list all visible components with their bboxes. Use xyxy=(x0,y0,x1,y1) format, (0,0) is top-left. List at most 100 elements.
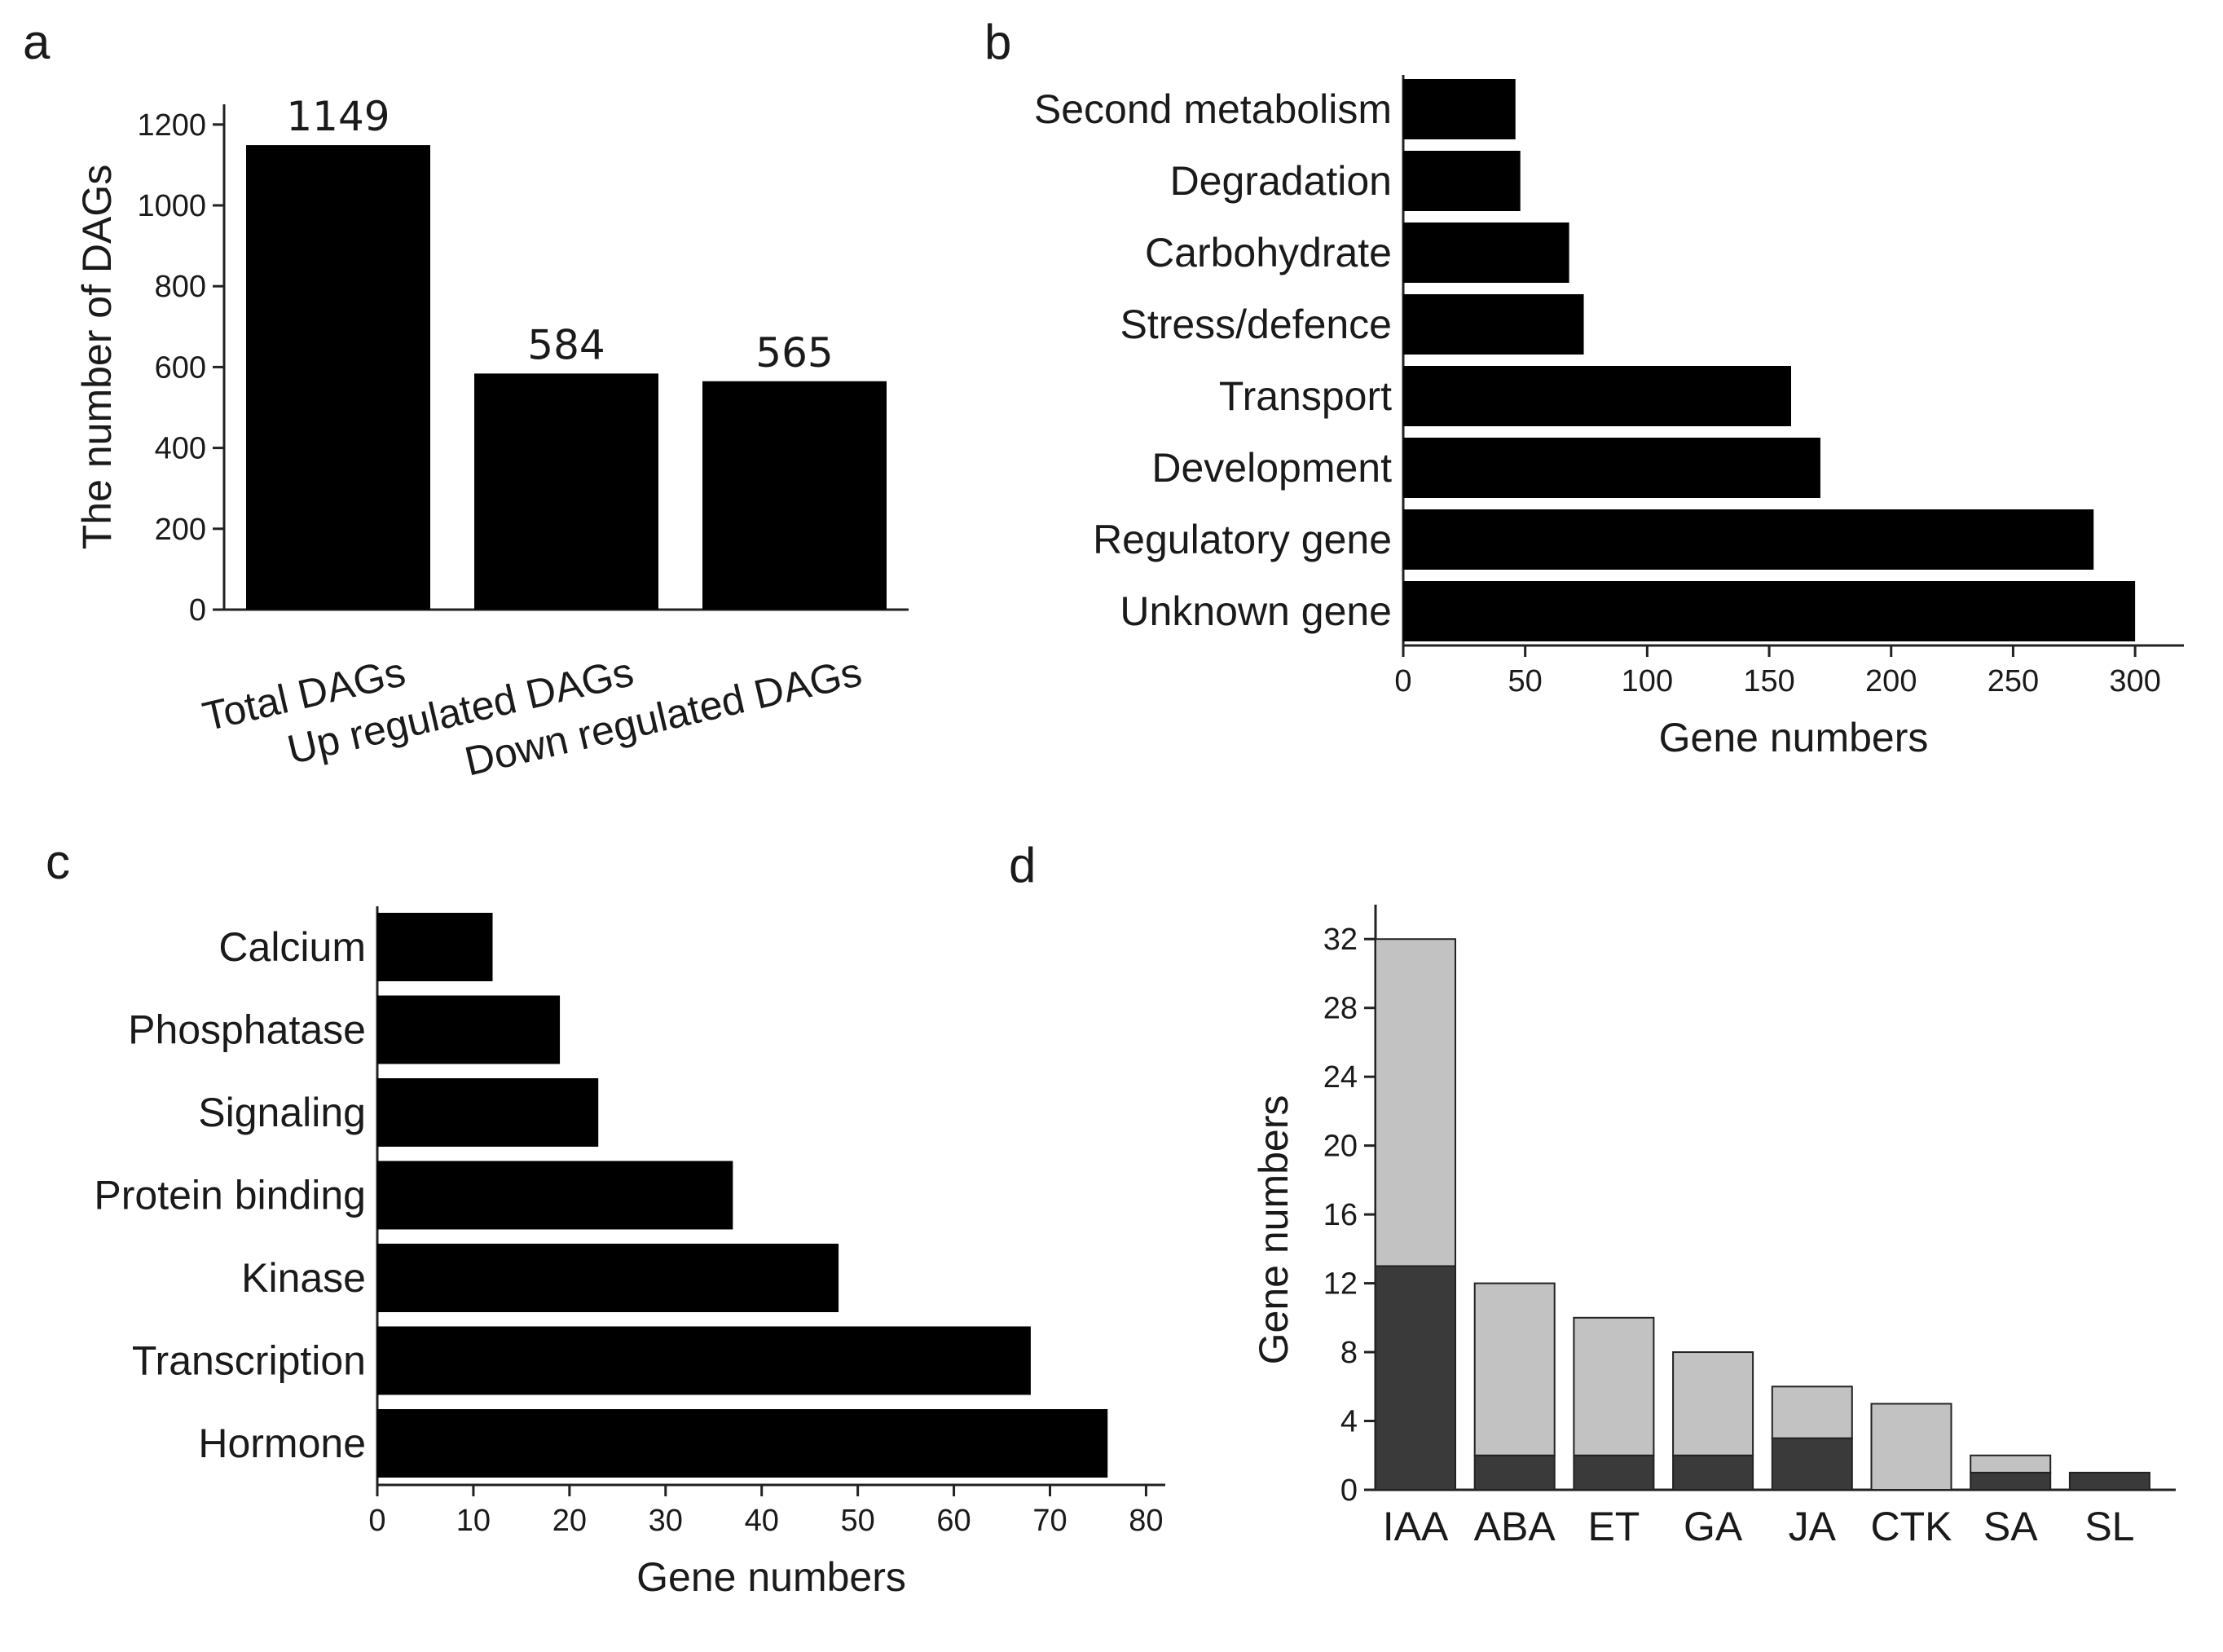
bar xyxy=(1403,509,2094,570)
bar xyxy=(377,1161,733,1230)
bar xyxy=(377,913,493,981)
x-tick-label: 200 xyxy=(1865,664,1917,698)
y-tick-label: 1200 xyxy=(137,108,206,143)
y-category-label: Phosphatase xyxy=(128,1007,366,1053)
y-category-label: Degradation xyxy=(1170,158,1392,204)
bar xyxy=(377,1409,1108,1478)
bar-segment-light xyxy=(1771,1385,1853,1439)
bar xyxy=(246,145,430,610)
bar-segment-light xyxy=(1870,1403,1952,1491)
y-category-label: Regulatory gene xyxy=(1093,517,1392,562)
x-tick-label: 40 xyxy=(745,1504,779,1538)
y-tick-label: 32 xyxy=(1323,923,1358,957)
bar-segment-dark xyxy=(1473,1454,1556,1491)
bar xyxy=(377,1244,839,1312)
bar xyxy=(702,381,887,610)
panel-label-d: d xyxy=(1009,838,1036,892)
x-tick-label: 0 xyxy=(1394,664,1411,698)
bar xyxy=(1403,366,1792,426)
x-category-label: ET xyxy=(1587,1504,1640,1549)
data-label: 1149 xyxy=(286,93,390,140)
chart-b: 0 50 100 150 200 250 300 Second metabolism Degra… xyxy=(1034,75,2184,760)
chart-c: 0 10 20 30 40 50 60 70 80 Calcium Phosphatase Signa… xyxy=(94,906,1165,1600)
y-category-label: Unknown gene xyxy=(1120,588,1392,634)
bar-segment-dark xyxy=(2068,1471,2150,1491)
y-category-label: Development xyxy=(1151,445,1392,491)
y-category-label: Kinase xyxy=(241,1255,366,1301)
y-tick-label: 8 xyxy=(1340,1336,1358,1370)
bar xyxy=(1403,151,1521,211)
panel-label-b: b xyxy=(984,15,1011,69)
x-tick-label: 100 xyxy=(1622,664,1673,698)
y-category-label: Carbohydrate xyxy=(1145,230,1392,275)
y-tick-label: 0 xyxy=(189,593,206,628)
bar-segment-light xyxy=(1970,1454,2052,1474)
bar xyxy=(1403,581,2136,641)
y-tick-label: 12 xyxy=(1323,1267,1358,1302)
x-tick-label: 250 xyxy=(1987,664,2039,698)
x-axis-title: Gene numbers xyxy=(636,1554,906,1600)
y-tick-label: 24 xyxy=(1323,1060,1358,1095)
bar-segment-dark xyxy=(1672,1454,1754,1491)
y-tick-label: 4 xyxy=(1340,1405,1358,1439)
x-tick-label: 300 xyxy=(2109,664,2160,698)
y-category-label: Protein binding xyxy=(94,1173,366,1218)
bar-segment-dark xyxy=(1771,1437,1853,1491)
bar-segment-dark xyxy=(1573,1454,1655,1491)
x-category-label: GA xyxy=(1684,1504,1743,1549)
y-category-label: Second metabolism xyxy=(1034,86,1392,132)
bar xyxy=(1403,222,1569,283)
x-tick-label: 0 xyxy=(368,1504,385,1538)
y-tick-label: 28 xyxy=(1323,992,1358,1026)
x-axis-title: Gene numbers xyxy=(1659,715,1929,760)
y-tick-label: 200 xyxy=(155,513,206,547)
x-tick-label: 150 xyxy=(1743,664,1794,698)
bar-segment-light xyxy=(1375,938,1456,1267)
x-tick-label: 50 xyxy=(1508,664,1543,698)
chart-d: 0 4 8 12 16 20 24 28 32 IAA ABA ET GA JA CTK SA SL Gene n… xyxy=(1251,905,2176,1549)
x-tick-label: 50 xyxy=(840,1504,874,1538)
x-tick-label: 20 xyxy=(552,1504,587,1538)
x-category-label: ABA xyxy=(1474,1504,1556,1549)
x-tick-label: 60 xyxy=(936,1504,971,1538)
x-category-label: SA xyxy=(1983,1504,2038,1549)
y-tick-label: 1000 xyxy=(137,189,206,223)
y-tick-label: 600 xyxy=(155,350,206,385)
y-tick-label: 400 xyxy=(155,432,206,466)
bar-segment-light xyxy=(1473,1282,1556,1456)
y-category-label: Transcription xyxy=(132,1338,366,1384)
y-axis-title: Gene numbers xyxy=(1251,1095,1296,1365)
y-tick-label: 0 xyxy=(1340,1474,1358,1508)
panel-label-a: a xyxy=(23,15,51,69)
bar-segment-light xyxy=(1672,1351,1754,1456)
y-category-label: Stress/defence xyxy=(1120,302,1392,347)
x-category-label: CTK xyxy=(1871,1504,1952,1549)
x-category-label: JA xyxy=(1789,1504,1837,1549)
x-tick-label: 10 xyxy=(456,1504,491,1538)
x-category-label: SL xyxy=(2084,1504,2134,1549)
y-category-label: Transport xyxy=(1219,373,1392,419)
bar xyxy=(1403,294,1584,355)
y-tick-label: 20 xyxy=(1323,1130,1358,1164)
data-label: 584 xyxy=(527,321,605,368)
bar xyxy=(377,995,561,1064)
x-tick-label: 80 xyxy=(1129,1504,1163,1538)
bar-segment-light xyxy=(1573,1316,1655,1456)
y-tick-label: 800 xyxy=(155,270,206,304)
y-tick-label: 16 xyxy=(1323,1198,1358,1232)
bar xyxy=(474,373,658,610)
bar xyxy=(1403,79,1516,139)
bar xyxy=(377,1078,599,1147)
y-category-label: Calcium xyxy=(218,924,366,970)
x-category-label: IAA xyxy=(1383,1504,1449,1549)
data-label: 565 xyxy=(755,329,833,377)
y-category-label: Signaling xyxy=(198,1090,366,1135)
x-tick-label: 70 xyxy=(1032,1504,1067,1538)
bar xyxy=(1403,438,1820,498)
bar-segment-dark xyxy=(1375,1265,1456,1491)
panel-label-c: c xyxy=(46,835,70,889)
bar xyxy=(377,1326,1031,1395)
bar-segment-dark xyxy=(1970,1471,2052,1491)
